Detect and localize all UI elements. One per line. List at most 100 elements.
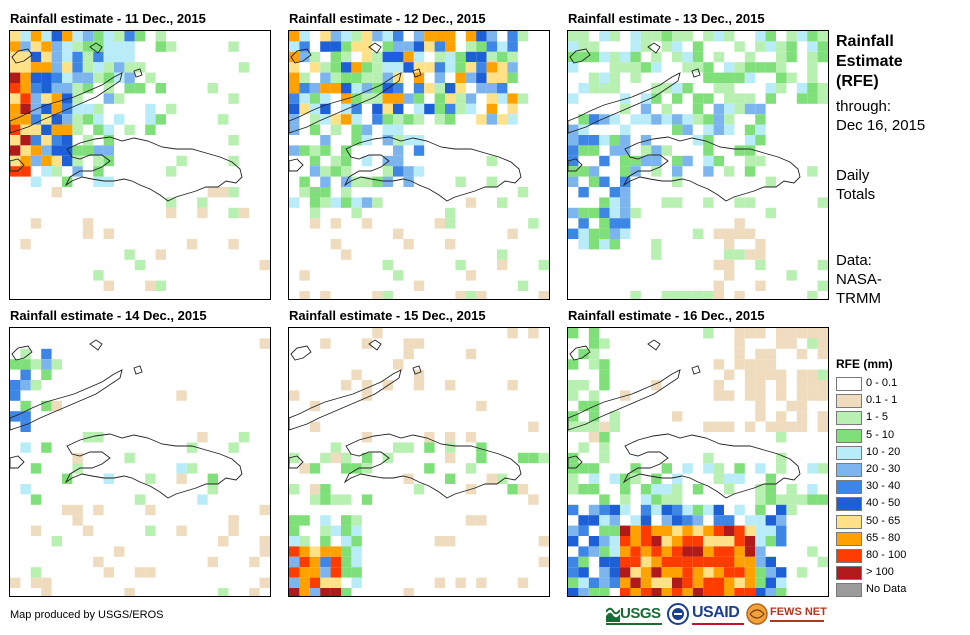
rainfall-cell [640,155,652,167]
rainfall-cell [713,577,724,588]
legend-swatch [836,445,862,460]
rainfall-cell [476,442,487,453]
rainfall-cell [403,588,414,596]
rainfall-cell [744,380,756,391]
rainfall-cell [259,536,270,547]
rainfall-cell [640,31,652,42]
rainfall-cell [817,463,828,474]
rainfall-cell [361,380,373,391]
rainfall-cell [817,280,828,291]
rainfall-cell [155,114,166,125]
rainfall-cell [755,328,766,339]
rainfall-cell [817,369,828,380]
rainfall-cell [776,567,787,578]
rainfall-cell [124,51,135,63]
rainfall-cell [103,51,114,63]
sidebar-totals-line-2: Totals [836,186,876,203]
coastline [691,68,701,78]
rainfall-cell [692,41,704,52]
rainfall-cell [361,494,373,505]
rainfall-cell [724,239,735,250]
rainfall-cell [320,567,331,578]
rainfall-cell [299,72,310,83]
map-dec-15 [288,327,550,597]
rainfall-cell [755,41,766,52]
rainfall-cell [393,155,404,167]
rainfall-cell [609,31,620,42]
rainfall-cell [41,442,52,453]
rainfall-cell [20,145,31,156]
rainfall-cell [320,536,331,547]
rainfall-cell [424,83,435,94]
rainfall-cell [62,114,73,125]
rainfall-cell [393,145,404,156]
rainfall-cell [640,114,652,125]
rainfall-cell [765,494,776,505]
rainfall-cell [682,83,693,94]
rainfall-cell [765,577,776,588]
rainfall-cell [361,124,373,135]
rainfall-cell [724,390,735,401]
rainfall-cell [817,31,828,42]
rainfall-cell [776,83,787,94]
rainfall-cell [330,567,341,578]
rainfall-cell [289,124,300,135]
rainfall-cell [497,62,508,73]
rainfall-cell [228,239,239,250]
rainfall-cell [72,83,83,94]
rainfall-cell [765,525,776,536]
rainfall-cell [568,145,579,156]
rainfall-cell [599,515,610,526]
rainfall-cell [588,207,600,219]
rainfall-cell [807,494,818,505]
rainfall-cell [393,62,404,73]
rainfall-cell [289,588,300,596]
rainfall-cell [289,536,300,547]
rainfall-cell [807,291,818,299]
rainfall-cell [299,291,310,299]
rainfall-cell [10,62,21,73]
rainfall-cell [817,380,828,391]
rainfall-cell [507,41,518,52]
rainfall-cell [734,567,745,578]
rainfall-cell [51,155,62,167]
rainfall-cell [445,114,456,125]
rainfall-cell [372,83,383,94]
rainfall-cell [796,348,808,360]
rainfall-cell [445,103,456,115]
rainfall-cell [744,546,756,557]
rainfall-cell [20,124,31,135]
rainfall-cell [713,31,724,42]
rainfall-cell [20,93,31,104]
rainfall-cell [51,83,62,94]
rainfall-cell [507,62,518,73]
rainfall-cell [734,93,745,104]
rainfall-cell [10,72,21,83]
rainfall-cell [609,504,620,516]
rainfall-cell [620,207,631,219]
rainfall-cell [578,145,589,156]
rainfall-cell [289,51,300,63]
rainfall-cell [599,83,610,94]
rainfall-cell [776,380,787,391]
rainfall-cell [599,239,610,250]
rainfall-cell [476,41,487,52]
rainfall-cell [538,259,549,271]
rainfall-cell [309,494,321,505]
rainfall-cell [734,338,745,349]
rainfall-cell [341,536,352,547]
rainfall-cell [796,390,808,401]
map-dec-11 [9,30,271,300]
rainfall-cell [578,380,589,391]
rainfall-cell [568,359,579,370]
rainfall-cell [744,525,756,536]
rainfall-cell [776,588,787,596]
rainfall-cell [486,155,497,167]
rainfall-cell [30,380,42,391]
rainfall-cell [320,338,331,349]
rainfall-cell [765,62,776,73]
rainfall-cell [578,114,589,125]
rainfall-cell [682,577,693,588]
rainfall-cell [330,72,341,83]
panel-title-dec-12: Rainfall estimate - 12 Dec., 2015 [289,11,486,26]
